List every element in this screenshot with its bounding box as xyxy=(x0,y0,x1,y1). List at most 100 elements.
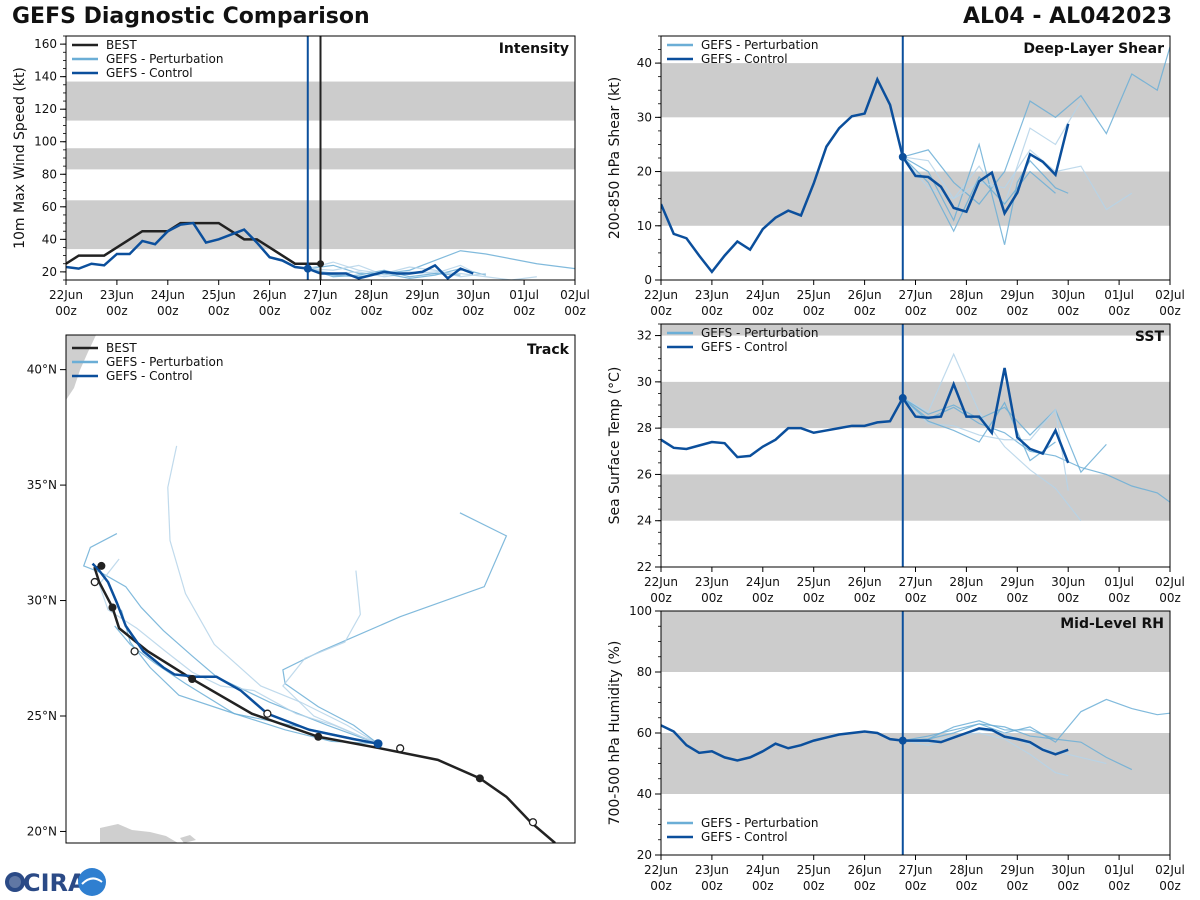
sst-x-tick-day: 26Jun xyxy=(848,575,882,589)
sst-x-tick-hour: 00z xyxy=(701,591,723,605)
intensity-y-tick-label: 100 xyxy=(34,135,57,149)
cira-logo-mark: CIRA xyxy=(5,868,106,897)
sst-x-tick-hour: 00z xyxy=(1108,591,1130,605)
shear-y-tick-label: 40 xyxy=(637,56,652,70)
sst-x-tick-hour: 00z xyxy=(803,591,825,605)
island-land xyxy=(180,835,196,843)
intensity-panel: 22Jun 00z 23Jun 00z 24Jun 00z 25Jun 00z 26Jun 00z… xyxy=(12,35,590,318)
rh-panel: 22Jun 00z 23Jun 00z 24Jun 00z 25Jun 00z 26Jun 00z… xyxy=(607,604,1185,893)
track-control-line xyxy=(91,562,379,745)
track-y-tick-label: 30°N xyxy=(27,594,57,608)
sst-frame xyxy=(660,323,1171,568)
cira-logo: CIRA xyxy=(4,866,108,898)
intensity-x-tick-day: 02Jul xyxy=(560,288,590,302)
track-y-tick-label: 25°N xyxy=(27,709,57,723)
intensity-x-tick-hour: 00z xyxy=(259,304,281,318)
rh-legend-control: GEFS - Control xyxy=(701,830,788,844)
shear-x-tick-hour: 00z xyxy=(1159,304,1181,318)
shear-y-tick-label: 0 xyxy=(644,273,652,287)
sst-x-tick-hour: 00z xyxy=(905,591,927,605)
track-best-point-open xyxy=(263,709,272,718)
sst-perturbation-line-2 xyxy=(902,397,1107,474)
rh-x-tick-day: 27Jun xyxy=(898,863,932,877)
intensity-y-tick-label: 20 xyxy=(42,265,57,279)
sst-x-tick-hour: 00z xyxy=(854,591,876,605)
sst-perturbation-line-4 xyxy=(902,397,1056,462)
track-perturbation-line-1 xyxy=(167,445,379,745)
intensity-control-line xyxy=(66,221,474,280)
rh-title: Mid-Level RH xyxy=(1060,616,1164,632)
sst-y-tick-label: 26 xyxy=(637,467,652,481)
sst-x-tick-day: 02Jul xyxy=(1155,575,1185,589)
rh-x-tick-day: 25Jun xyxy=(797,863,831,877)
rh-x-tick-hour: 00z xyxy=(905,879,927,893)
sst-x-tick-hour: 00z xyxy=(1057,591,1079,605)
intensity-y-tick-label: 120 xyxy=(34,102,57,116)
sst-x-tick-day: 22Jun xyxy=(644,575,678,589)
sst-y-label: Sea Surface Temp (°C) xyxy=(607,367,623,525)
track-legend-control: GEFS - Control xyxy=(106,369,193,383)
rh-x-tick-day: 02Jul xyxy=(1155,863,1185,877)
rh-x-tick-day: 22Jun xyxy=(644,863,678,877)
intensity-y-tick-label: 60 xyxy=(42,200,57,214)
shear-x-tick-day: 26Jun xyxy=(848,288,882,302)
sst-y-tick-label: 32 xyxy=(637,329,652,343)
shear-x-tick-day: 01Jul xyxy=(1104,288,1134,302)
sst-x-tick-day: 25Jun xyxy=(797,575,831,589)
track-y-tick-label: 35°N xyxy=(27,478,57,492)
intensity-x-tick-day: 26Jun xyxy=(253,288,287,302)
track-best-point-closed xyxy=(188,675,197,684)
rh-x-tick-hour: 00z xyxy=(752,879,774,893)
intensity-x-tick-day: 28Jun xyxy=(354,288,388,302)
sst-band-2 xyxy=(661,324,1170,336)
intensity-x-tick-day: 29Jun xyxy=(405,288,439,302)
rh-x-tick-hour: 00z xyxy=(701,879,723,893)
sst-x-tick-day: 01Jul xyxy=(1104,575,1134,589)
rh-control-line xyxy=(661,724,1069,762)
intensity-x-tick-hour: 00z xyxy=(361,304,383,318)
intensity-x-tick-hour: 00z xyxy=(157,304,179,318)
shear-legend-control: GEFS - Control xyxy=(701,52,788,66)
intensity-y-tick-label: 160 xyxy=(34,37,57,51)
shear-band-1 xyxy=(661,63,1170,118)
rh-y-tick-label: 100 xyxy=(629,604,652,618)
sst-x-tick-day: 30Jun xyxy=(1051,575,1085,589)
sst-x-tick-hour: 00z xyxy=(956,591,978,605)
shear-legend-perturbation: GEFS - Perturbation xyxy=(701,38,818,52)
cira-logo-text: CIRA xyxy=(23,869,87,897)
intensity-best-marker xyxy=(317,260,324,268)
rh-band-1 xyxy=(661,611,1170,672)
shear-perturbation-line-2 xyxy=(902,142,1069,245)
shear-x-tick-hour: 00z xyxy=(854,304,876,318)
rh-x-tick-hour: 00z xyxy=(1007,879,1029,893)
sst-x-tick-hour: 00z xyxy=(650,591,672,605)
rh-y-tick-label: 20 xyxy=(637,848,652,862)
track-best-point-closed xyxy=(475,774,484,783)
sst-x-tick-day: 27Jun xyxy=(898,575,932,589)
track-best-point-closed xyxy=(314,732,323,741)
shear-x-tick-hour: 00z xyxy=(905,304,927,318)
intensity-perturbation-line-2 xyxy=(307,267,487,279)
shear-x-tick-hour: 00z xyxy=(701,304,723,318)
shear-perturbation-line-3 xyxy=(902,148,1133,211)
track-best-point-open xyxy=(130,647,139,656)
intensity-y-tick-label: 140 xyxy=(34,70,57,84)
track-plot-area xyxy=(66,335,556,843)
intensity-y-tick-label: 80 xyxy=(42,167,57,181)
shear-x-tick-hour: 00z xyxy=(752,304,774,318)
sst-x-tick-hour: 00z xyxy=(752,591,774,605)
shear-panel: 22Jun 00z 23Jun 00z 24Jun 00z 25Jun 00z 26Jun 00z… xyxy=(607,35,1185,318)
track-best-point-open xyxy=(90,577,99,587)
shear-x-tick-day: 02Jul xyxy=(1155,288,1185,302)
intensity-x-tick-day: 22Jun xyxy=(49,288,83,302)
sst-perturbation-line-3 xyxy=(902,397,1069,491)
intensity-y-tick-label: 40 xyxy=(42,232,57,246)
sst-x-tick-day: 23Jun xyxy=(695,575,729,589)
shear-control-marker xyxy=(898,152,907,161)
intensity-legend-perturbation: GEFS - Perturbation xyxy=(106,52,223,66)
track-perturbation-line-0 xyxy=(82,533,379,745)
sst-y-tick-label: 24 xyxy=(637,514,652,528)
track-perturbation-line-3 xyxy=(282,570,379,745)
intensity-title: Intensity xyxy=(499,41,569,57)
